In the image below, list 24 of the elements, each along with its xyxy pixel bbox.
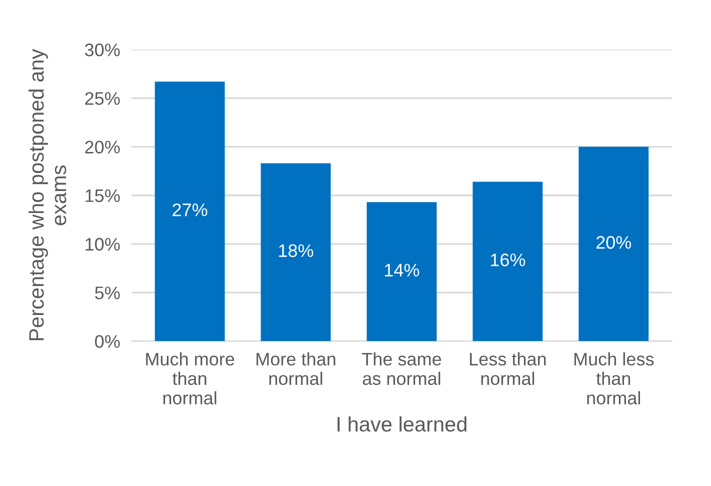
data-label: 18% [279, 244, 314, 258]
y-tick-label: 30% [84, 44, 120, 56]
data-label: 20% [596, 236, 632, 249]
x-tick-label: Much more than normal [146, 352, 234, 404]
x-tick-label: The same as normal [362, 352, 442, 385]
x-tick-label: More than normal [256, 352, 336, 385]
y-tick-label: 5% [95, 286, 120, 300]
bar [578, 146, 649, 342]
bar [154, 82, 225, 342]
data-label: 16% [490, 254, 526, 266]
data-label: 14% [385, 264, 420, 276]
y-tick-label: 15% [86, 189, 120, 202]
y-tick-label: 0% [95, 335, 120, 348]
y-axis-title: Percentage who postponed any exams [28, 48, 66, 340]
x-tick-label: Much less than normal [574, 352, 654, 404]
y-tick-label: 25% [85, 92, 120, 105]
y-tick-label: 20% [85, 140, 120, 154]
y-tick-label: 10% [86, 238, 120, 251]
x-axis-title: I have learned [338, 416, 466, 432]
x-tick-label: Less than normal [470, 352, 546, 385]
bar [472, 182, 543, 342]
data-label: 27% [172, 203, 208, 216]
bar [260, 163, 331, 342]
bar [366, 202, 437, 342]
